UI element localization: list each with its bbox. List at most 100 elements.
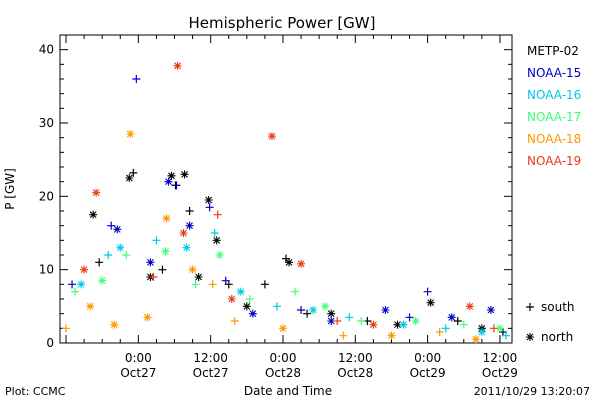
- data-point: [236, 287, 245, 296]
- x-tick-time-label: 12:00: [483, 351, 518, 365]
- data-point: [381, 306, 390, 314]
- data-points: [62, 61, 510, 344]
- legend-entry: METP-02: [527, 44, 579, 58]
- y-axis: 0 10 20 30 40: [39, 43, 512, 350]
- data-point: [113, 225, 122, 234]
- north-symbol-icon: [526, 333, 534, 341]
- y-tick-label: 40: [39, 43, 54, 57]
- data-point: [92, 188, 101, 197]
- data-point: [495, 324, 504, 333]
- data-point: [162, 214, 171, 223]
- data-point: [104, 251, 113, 259]
- x-tick-date-label: Oct28: [337, 366, 373, 380]
- x-axis: 0:00Oct2712:00Oct270:00Oct2812:00Oct280:…: [65, 35, 518, 380]
- symbol-legend-label: south: [541, 300, 575, 314]
- data-point: [122, 251, 131, 259]
- data-point: [267, 132, 276, 141]
- data-point: [489, 324, 498, 333]
- data-point: [89, 210, 98, 219]
- data-point: [152, 236, 161, 245]
- data-point: [227, 295, 236, 303]
- data-point: [327, 317, 336, 325]
- data-point: [357, 317, 366, 325]
- data-point: [215, 251, 224, 259]
- timestamp: 2011/10/29 13:20:07: [474, 385, 590, 398]
- data-point: [285, 258, 294, 267]
- data-point: [272, 302, 281, 311]
- data-point: [303, 309, 312, 318]
- data-point: [459, 320, 468, 329]
- south-symbol-icon: [526, 303, 534, 311]
- legend-entry: NOAA-16: [527, 88, 581, 102]
- data-point: [345, 313, 354, 322]
- y-tick-label: 0: [46, 336, 54, 350]
- data-point: [291, 287, 300, 296]
- symbol-legend: south north: [526, 300, 575, 344]
- data-point: [486, 306, 495, 314]
- legend-entry: NOAA-19: [527, 154, 581, 168]
- y-tick-label: 10: [39, 263, 54, 277]
- data-point: [149, 273, 158, 281]
- data-point: [185, 207, 194, 215]
- data-point: [477, 328, 486, 336]
- data-point: [77, 280, 86, 289]
- x-tick-time-label: 12:00: [338, 351, 373, 365]
- data-point: [62, 324, 71, 333]
- data-point: [278, 324, 287, 333]
- data-point: [164, 177, 173, 186]
- data-point: [465, 302, 474, 311]
- data-point: [387, 331, 396, 340]
- data-point: [98, 276, 107, 285]
- data-point: [208, 280, 217, 289]
- data-point: [146, 258, 155, 267]
- data-point: [405, 313, 414, 322]
- data-point: [191, 280, 200, 289]
- data-point: [245, 295, 254, 303]
- data-point: [167, 171, 176, 180]
- data-point: [393, 320, 402, 329]
- y-tick-label: 20: [39, 189, 54, 203]
- data-point: [453, 317, 462, 325]
- data-point: [95, 258, 104, 267]
- data-point: [369, 320, 378, 329]
- data-point: [194, 273, 203, 281]
- data-point: [158, 265, 167, 274]
- data-point: [333, 317, 342, 325]
- data-point: [185, 221, 194, 230]
- data-point: [80, 265, 89, 274]
- x-tick-time-label: 0:00: [414, 351, 441, 365]
- data-point: [129, 168, 138, 177]
- data-point: [297, 306, 306, 314]
- data-point: [110, 320, 119, 329]
- x-tick-time-label: 0:00: [125, 351, 152, 365]
- data-point: [161, 247, 170, 256]
- data-point: [447, 313, 456, 322]
- x-tick-date-label: Oct27: [120, 366, 156, 380]
- data-point: [297, 259, 306, 268]
- data-point: [172, 181, 181, 190]
- data-point: [399, 320, 408, 329]
- data-point: [327, 309, 336, 318]
- data-point: [182, 243, 191, 252]
- data-point: [210, 229, 219, 237]
- data-point: [435, 328, 444, 336]
- x-tick-date-label: Oct27: [193, 366, 229, 380]
- data-point: [411, 317, 420, 325]
- x-tick-date-label: Oct28: [265, 366, 301, 380]
- data-point: [212, 236, 221, 245]
- data-point: [205, 203, 214, 212]
- data-point: [221, 276, 230, 285]
- data-point: [125, 174, 134, 182]
- y-tick-label: 30: [39, 116, 54, 130]
- plot-frame: [59, 34, 513, 344]
- x-axis-label: Date and Time: [244, 384, 332, 398]
- legend-entry: NOAA-18: [527, 132, 581, 146]
- legend: METP-02 NOAA-15 NOAA-16 NOAA-17 NOAA-18 NOAA-…: [527, 44, 581, 168]
- data-point: [501, 331, 510, 340]
- x-tick-date-label: Oct29: [482, 366, 518, 380]
- y-axis-label: P [GW]: [3, 168, 17, 210]
- x-tick-date-label: Oct29: [410, 366, 446, 380]
- data-point: [86, 302, 95, 311]
- data-point: [426, 298, 435, 307]
